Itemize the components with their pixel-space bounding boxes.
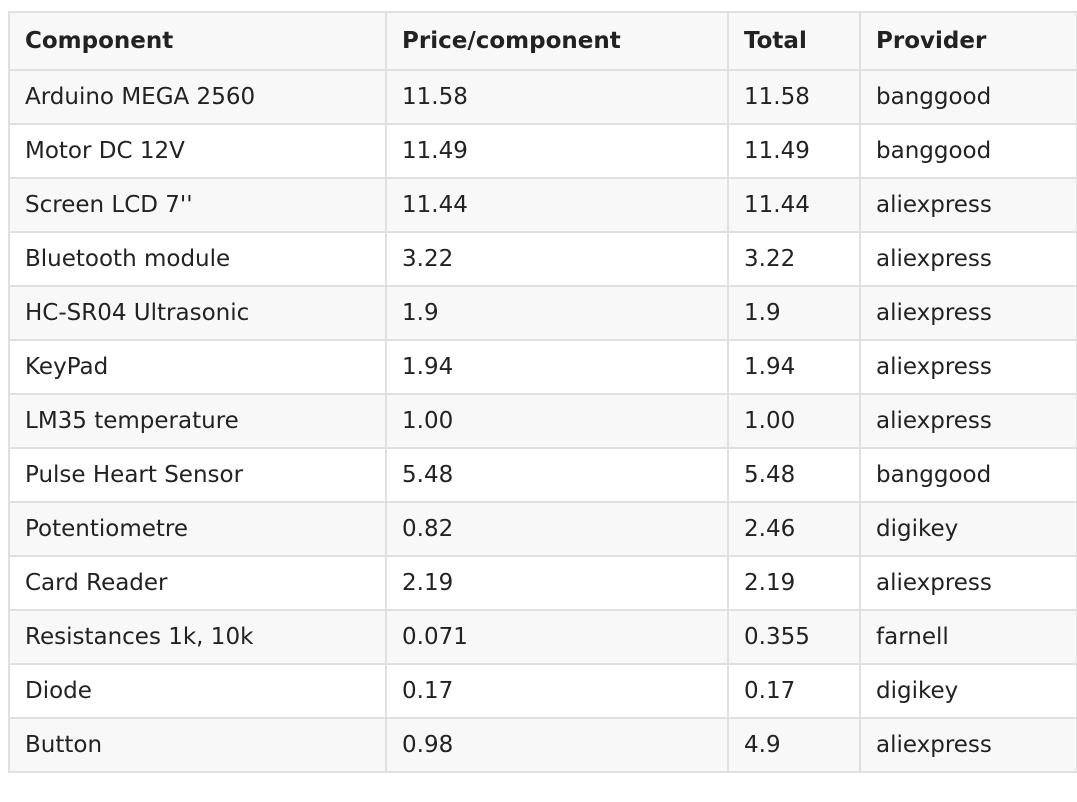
cell-provider: aliexpress bbox=[859, 177, 1077, 233]
cell-provider: aliexpress bbox=[859, 231, 1077, 287]
table-row: Button 0.98 4.9 aliexpress bbox=[8, 717, 1077, 773]
cell-total: 11.58 bbox=[727, 69, 861, 125]
cell-provider: banggood bbox=[859, 123, 1077, 179]
cell-total: 1.94 bbox=[727, 339, 861, 395]
table-row: LM35 temperature 1.00 1.00 aliexpress bbox=[8, 393, 1077, 449]
cell-price-per-component: 0.071 bbox=[385, 609, 729, 665]
cell-component: KeyPad bbox=[8, 339, 387, 395]
table-row: Pulse Heart Sensor 5.48 5.48 banggood bbox=[8, 447, 1077, 503]
cell-provider: aliexpress bbox=[859, 285, 1077, 341]
cell-component: Card Reader bbox=[8, 555, 387, 611]
cell-price-per-component: 0.82 bbox=[385, 501, 729, 557]
cell-price-per-component: 0.17 bbox=[385, 663, 729, 719]
cell-total: 2.19 bbox=[727, 555, 861, 611]
header-row: Component Price/component Total Provider bbox=[8, 11, 1077, 71]
cell-total: 5.48 bbox=[727, 447, 861, 503]
cell-provider: digikey bbox=[859, 501, 1077, 557]
table-row: HC-SR04 Ultrasonic 1.9 1.9 aliexpress bbox=[8, 285, 1077, 341]
cell-price-per-component: 11.49 bbox=[385, 123, 729, 179]
cell-component: Motor DC 12V bbox=[8, 123, 387, 179]
cell-price-per-component: 2.19 bbox=[385, 555, 729, 611]
cell-component: Button bbox=[8, 717, 387, 773]
table-row: Resistances 1k, 10k 0.071 0.355 farnell bbox=[8, 609, 1077, 665]
cell-price-per-component: 11.44 bbox=[385, 177, 729, 233]
cell-total: 1.9 bbox=[727, 285, 861, 341]
cell-price-per-component: 5.48 bbox=[385, 447, 729, 503]
table-row: Bluetooth module 3.22 3.22 aliexpress bbox=[8, 231, 1077, 287]
cell-provider: banggood bbox=[859, 69, 1077, 125]
header-total: Total bbox=[727, 11, 861, 71]
table-header: Component Price/component Total Provider bbox=[8, 11, 1077, 71]
cell-provider: aliexpress bbox=[859, 555, 1077, 611]
cell-provider: aliexpress bbox=[859, 393, 1077, 449]
cell-total: 3.22 bbox=[727, 231, 861, 287]
table-row: Potentiometre 0.82 2.46 digikey bbox=[8, 501, 1077, 557]
cell-total: 11.44 bbox=[727, 177, 861, 233]
cell-provider: aliexpress bbox=[859, 717, 1077, 773]
header-provider: Provider bbox=[859, 11, 1077, 71]
table-row: KeyPad 1.94 1.94 aliexpress bbox=[8, 339, 1077, 395]
cell-component: HC-SR04 Ultrasonic bbox=[8, 285, 387, 341]
cell-component: Bluetooth module bbox=[8, 231, 387, 287]
cell-provider: banggood bbox=[859, 447, 1077, 503]
cell-price-per-component: 11.58 bbox=[385, 69, 729, 125]
table-row: Arduino MEGA 2560 11.58 11.58 banggood bbox=[8, 69, 1077, 125]
cell-total: 1.00 bbox=[727, 393, 861, 449]
cell-component: Potentiometre bbox=[8, 501, 387, 557]
header-price-per-component: Price/component bbox=[385, 11, 729, 71]
cell-total: 0.355 bbox=[727, 609, 861, 665]
cell-price-per-component: 1.94 bbox=[385, 339, 729, 395]
cell-provider: farnell bbox=[859, 609, 1077, 665]
cell-component: Pulse Heart Sensor bbox=[8, 447, 387, 503]
cell-price-per-component: 3.22 bbox=[385, 231, 729, 287]
cell-total: 11.49 bbox=[727, 123, 861, 179]
table-row: Card Reader 2.19 2.19 aliexpress bbox=[8, 555, 1077, 611]
cell-component: Resistances 1k, 10k bbox=[8, 609, 387, 665]
table-body: Arduino MEGA 2560 11.58 11.58 banggood Motor… bbox=[8, 69, 1077, 773]
table-row: Screen LCD 7'' 11.44 11.44 aliexpress bbox=[8, 177, 1077, 233]
cell-component: Diode bbox=[8, 663, 387, 719]
component-price-table: Component Price/component Total Provider… bbox=[8, 11, 1077, 773]
cell-total: 2.46 bbox=[727, 501, 861, 557]
cell-component: LM35 temperature bbox=[8, 393, 387, 449]
cell-total: 0.17 bbox=[727, 663, 861, 719]
cell-price-per-component: 1.9 bbox=[385, 285, 729, 341]
cell-provider: aliexpress bbox=[859, 339, 1077, 395]
cell-price-per-component: 0.98 bbox=[385, 717, 729, 773]
component-table-container: Component Price/component Total Provider… bbox=[8, 11, 1077, 773]
cell-total: 4.9 bbox=[727, 717, 861, 773]
cell-component: Arduino MEGA 2560 bbox=[8, 69, 387, 125]
table-row: Motor DC 12V 11.49 11.49 banggood bbox=[8, 123, 1077, 179]
table-row: Diode 0.17 0.17 digikey bbox=[8, 663, 1077, 719]
cell-price-per-component: 1.00 bbox=[385, 393, 729, 449]
cell-provider: digikey bbox=[859, 663, 1077, 719]
cell-component: Screen LCD 7'' bbox=[8, 177, 387, 233]
header-component: Component bbox=[8, 11, 387, 71]
